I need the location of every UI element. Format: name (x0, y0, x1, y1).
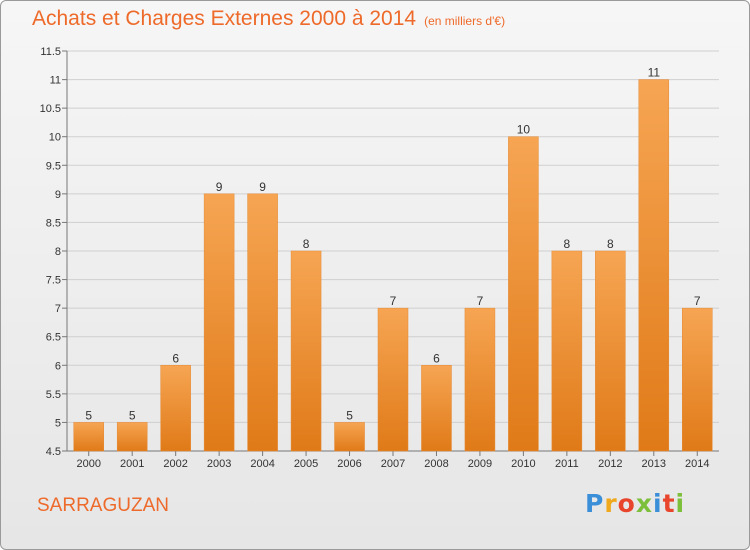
data-label: 6 (172, 351, 179, 365)
data-label: 5 (85, 408, 92, 422)
y-tick-label: 7.5 (46, 275, 61, 287)
bar (290, 250, 322, 452)
x-tick-label: 2010 (511, 458, 535, 470)
chart-subtitle: (en milliers d'€) (424, 14, 506, 28)
bar (421, 365, 452, 452)
x-tick-label: 2014 (685, 458, 709, 470)
logo-letter: i (653, 489, 663, 518)
data-label: 8 (303, 237, 310, 251)
chart-title: Achats et Charges Externes 2000 à 2014 (32, 7, 417, 30)
data-label: 7 (694, 294, 701, 308)
x-tick-label: 2006 (337, 458, 361, 470)
logo-letter: o (617, 489, 636, 518)
bar (116, 422, 148, 452)
y-tick-label: 4.5 (46, 446, 61, 458)
logo-letter: x (635, 489, 653, 518)
y-tick-label: 10.5 (40, 103, 61, 115)
x-tick-label: 2003 (207, 458, 231, 470)
y-tick-label: 6 (55, 360, 61, 372)
data-label: 11 (648, 66, 661, 80)
bar (682, 307, 713, 452)
y-tick-label: 9.5 (46, 160, 61, 172)
bar (377, 307, 409, 452)
y-tick-label: 10 (49, 132, 61, 144)
x-tick-label: 2013 (642, 458, 666, 470)
x-tick-label: 2001 (120, 458, 144, 470)
data-label: 9 (216, 180, 223, 194)
data-label: 8 (564, 237, 571, 251)
bar (508, 136, 539, 452)
y-tick-label: 7 (55, 303, 61, 315)
bar (551, 250, 583, 452)
y-tick-label: 5.5 (46, 389, 61, 401)
logo-letter: i (675, 489, 686, 518)
y-tick-label: 8 (55, 246, 61, 258)
y-tick-label: 11 (50, 75, 61, 87)
y-tick-label: 11.5 (40, 46, 61, 58)
bar (160, 365, 191, 452)
x-tick-label: 2012 (598, 458, 622, 470)
town-name: SARRAGUZAN (37, 495, 169, 516)
data-label: 7 (477, 294, 484, 308)
x-tick-label: 2008 (424, 458, 448, 470)
x-tick-label: 2004 (250, 458, 274, 470)
x-tick-label: 2005 (294, 458, 318, 470)
bar (334, 422, 365, 452)
y-tick-label: 9 (55, 189, 61, 201)
bars (73, 79, 713, 452)
y-tick-label: 8.5 (46, 217, 61, 229)
x-tick-label: 2009 (468, 458, 492, 470)
x-tick-label: 2007 (381, 458, 405, 470)
labels: 5 2000 5 2001 6 2002 9 2003 9 2004 8 2005 5 2006 7 2007… (76, 66, 709, 470)
data-label: 9 (259, 180, 266, 194)
x-tick-label: 2011 (555, 458, 579, 470)
x-tick-label: 2002 (163, 458, 187, 470)
proxiti-logo: Proxiti (585, 489, 685, 518)
bar (464, 307, 496, 452)
logo-letter: r (604, 489, 618, 518)
y-tick-label: 6.5 (46, 332, 61, 344)
data-label: 8 (607, 237, 614, 251)
bar (203, 193, 235, 452)
data-label: 7 (390, 294, 397, 308)
title-line: Achats et Charges Externes 2000 à 2014 (e… (32, 7, 505, 31)
bar (595, 250, 626, 452)
y-tick-label: 5 (55, 417, 61, 429)
data-label: 5 (346, 408, 353, 422)
bar (638, 79, 670, 452)
bar (73, 422, 104, 452)
logo-letter: P (585, 489, 605, 518)
data-label: 5 (129, 408, 136, 422)
bar (247, 193, 278, 452)
data-label: 10 (517, 123, 531, 137)
logo-letter: t (662, 489, 676, 518)
data-label: 6 (433, 351, 440, 365)
x-tick-label: 2000 (76, 458, 100, 470)
